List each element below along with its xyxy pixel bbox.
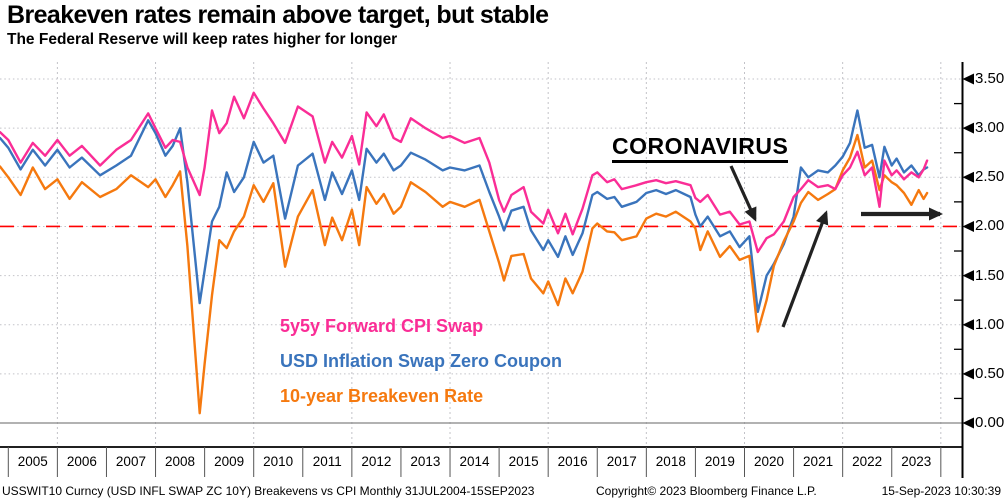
year-label: 2005: [17, 454, 48, 469]
y-axis-arrow-tick: [962, 220, 974, 232]
year-label: 2015: [508, 454, 539, 469]
rise-arrow: [781, 210, 829, 328]
y-axis-label: 3.50: [975, 70, 1005, 88]
y-axis-label: 1.50: [975, 266, 1005, 284]
series-line-5y5y-cpi-swap: [0, 91, 929, 254]
page-title: Breakeven rates remain above target, but…: [7, 1, 549, 29]
y-axis-label: 0.00: [975, 414, 1005, 431]
y-axis-arrow-tick: [962, 270, 974, 282]
coronavirus-annotation: CORONAVIRUS: [612, 133, 789, 163]
y-axis-label: 2.50: [975, 168, 1005, 186]
year-label: 2012: [361, 454, 392, 469]
y-axis-arrow-tick: [962, 122, 974, 134]
year-label: 2016: [557, 454, 588, 469]
page-subtitle: The Federal Reserve will keep rates high…: [7, 31, 398, 48]
footer-timestamp: 15-Sep-2023 10:30:39: [881, 484, 1001, 498]
year-label: 2020: [753, 454, 785, 469]
y-axis-label: 2.00: [975, 217, 1005, 235]
series-line-usd-inflation-swap: [0, 109, 929, 314]
y-axis-arrow-tick: [962, 319, 974, 331]
year-label: 2009: [214, 454, 245, 469]
year-label: 2007: [115, 454, 146, 469]
year-label: 2011: [312, 454, 342, 469]
footer-copyright: Copyright© 2023 Bloomberg Finance L.P.: [596, 484, 817, 498]
legend-item-usd-inflation-swap: USD Inflation Swap Zero Coupon: [280, 351, 562, 371]
year-label: 2019: [704, 454, 735, 469]
series-line-10y-breakeven: [0, 133, 929, 415]
y-axis-arrow-tick: [962, 73, 974, 85]
y-axis-label: 3.00: [975, 119, 1005, 137]
year-label: 2021: [803, 454, 834, 469]
year-label: 2018: [655, 454, 686, 469]
coronavirus-arrow: [729, 165, 757, 222]
year-label: 2010: [263, 454, 294, 469]
legend-item-5y5y-cpi-swap: 5y5y Forward CPI Swap: [280, 316, 484, 336]
year-label: 2013: [410, 454, 441, 469]
y-axis-label: 0.50: [975, 364, 1005, 382]
year-label: 2006: [66, 454, 97, 469]
year-label: 2008: [165, 454, 196, 469]
footer-security-info: USSWIT10 Curncy (USD INFL SWAP ZC 10Y) B…: [2, 484, 535, 498]
year-label: 2023: [901, 454, 932, 469]
year-label: 2014: [459, 454, 490, 469]
year-label: 2022: [852, 454, 883, 469]
y-axis-label: 1.00: [975, 315, 1005, 333]
y-axis-arrow-tick: [962, 417, 974, 429]
y-axis-arrow-tick: [962, 171, 974, 183]
year-label: 2017: [606, 454, 637, 469]
legend-item-10y-breakeven: 10-year Breakeven Rate: [280, 386, 484, 406]
y-axis-arrow-tick: [962, 368, 974, 380]
